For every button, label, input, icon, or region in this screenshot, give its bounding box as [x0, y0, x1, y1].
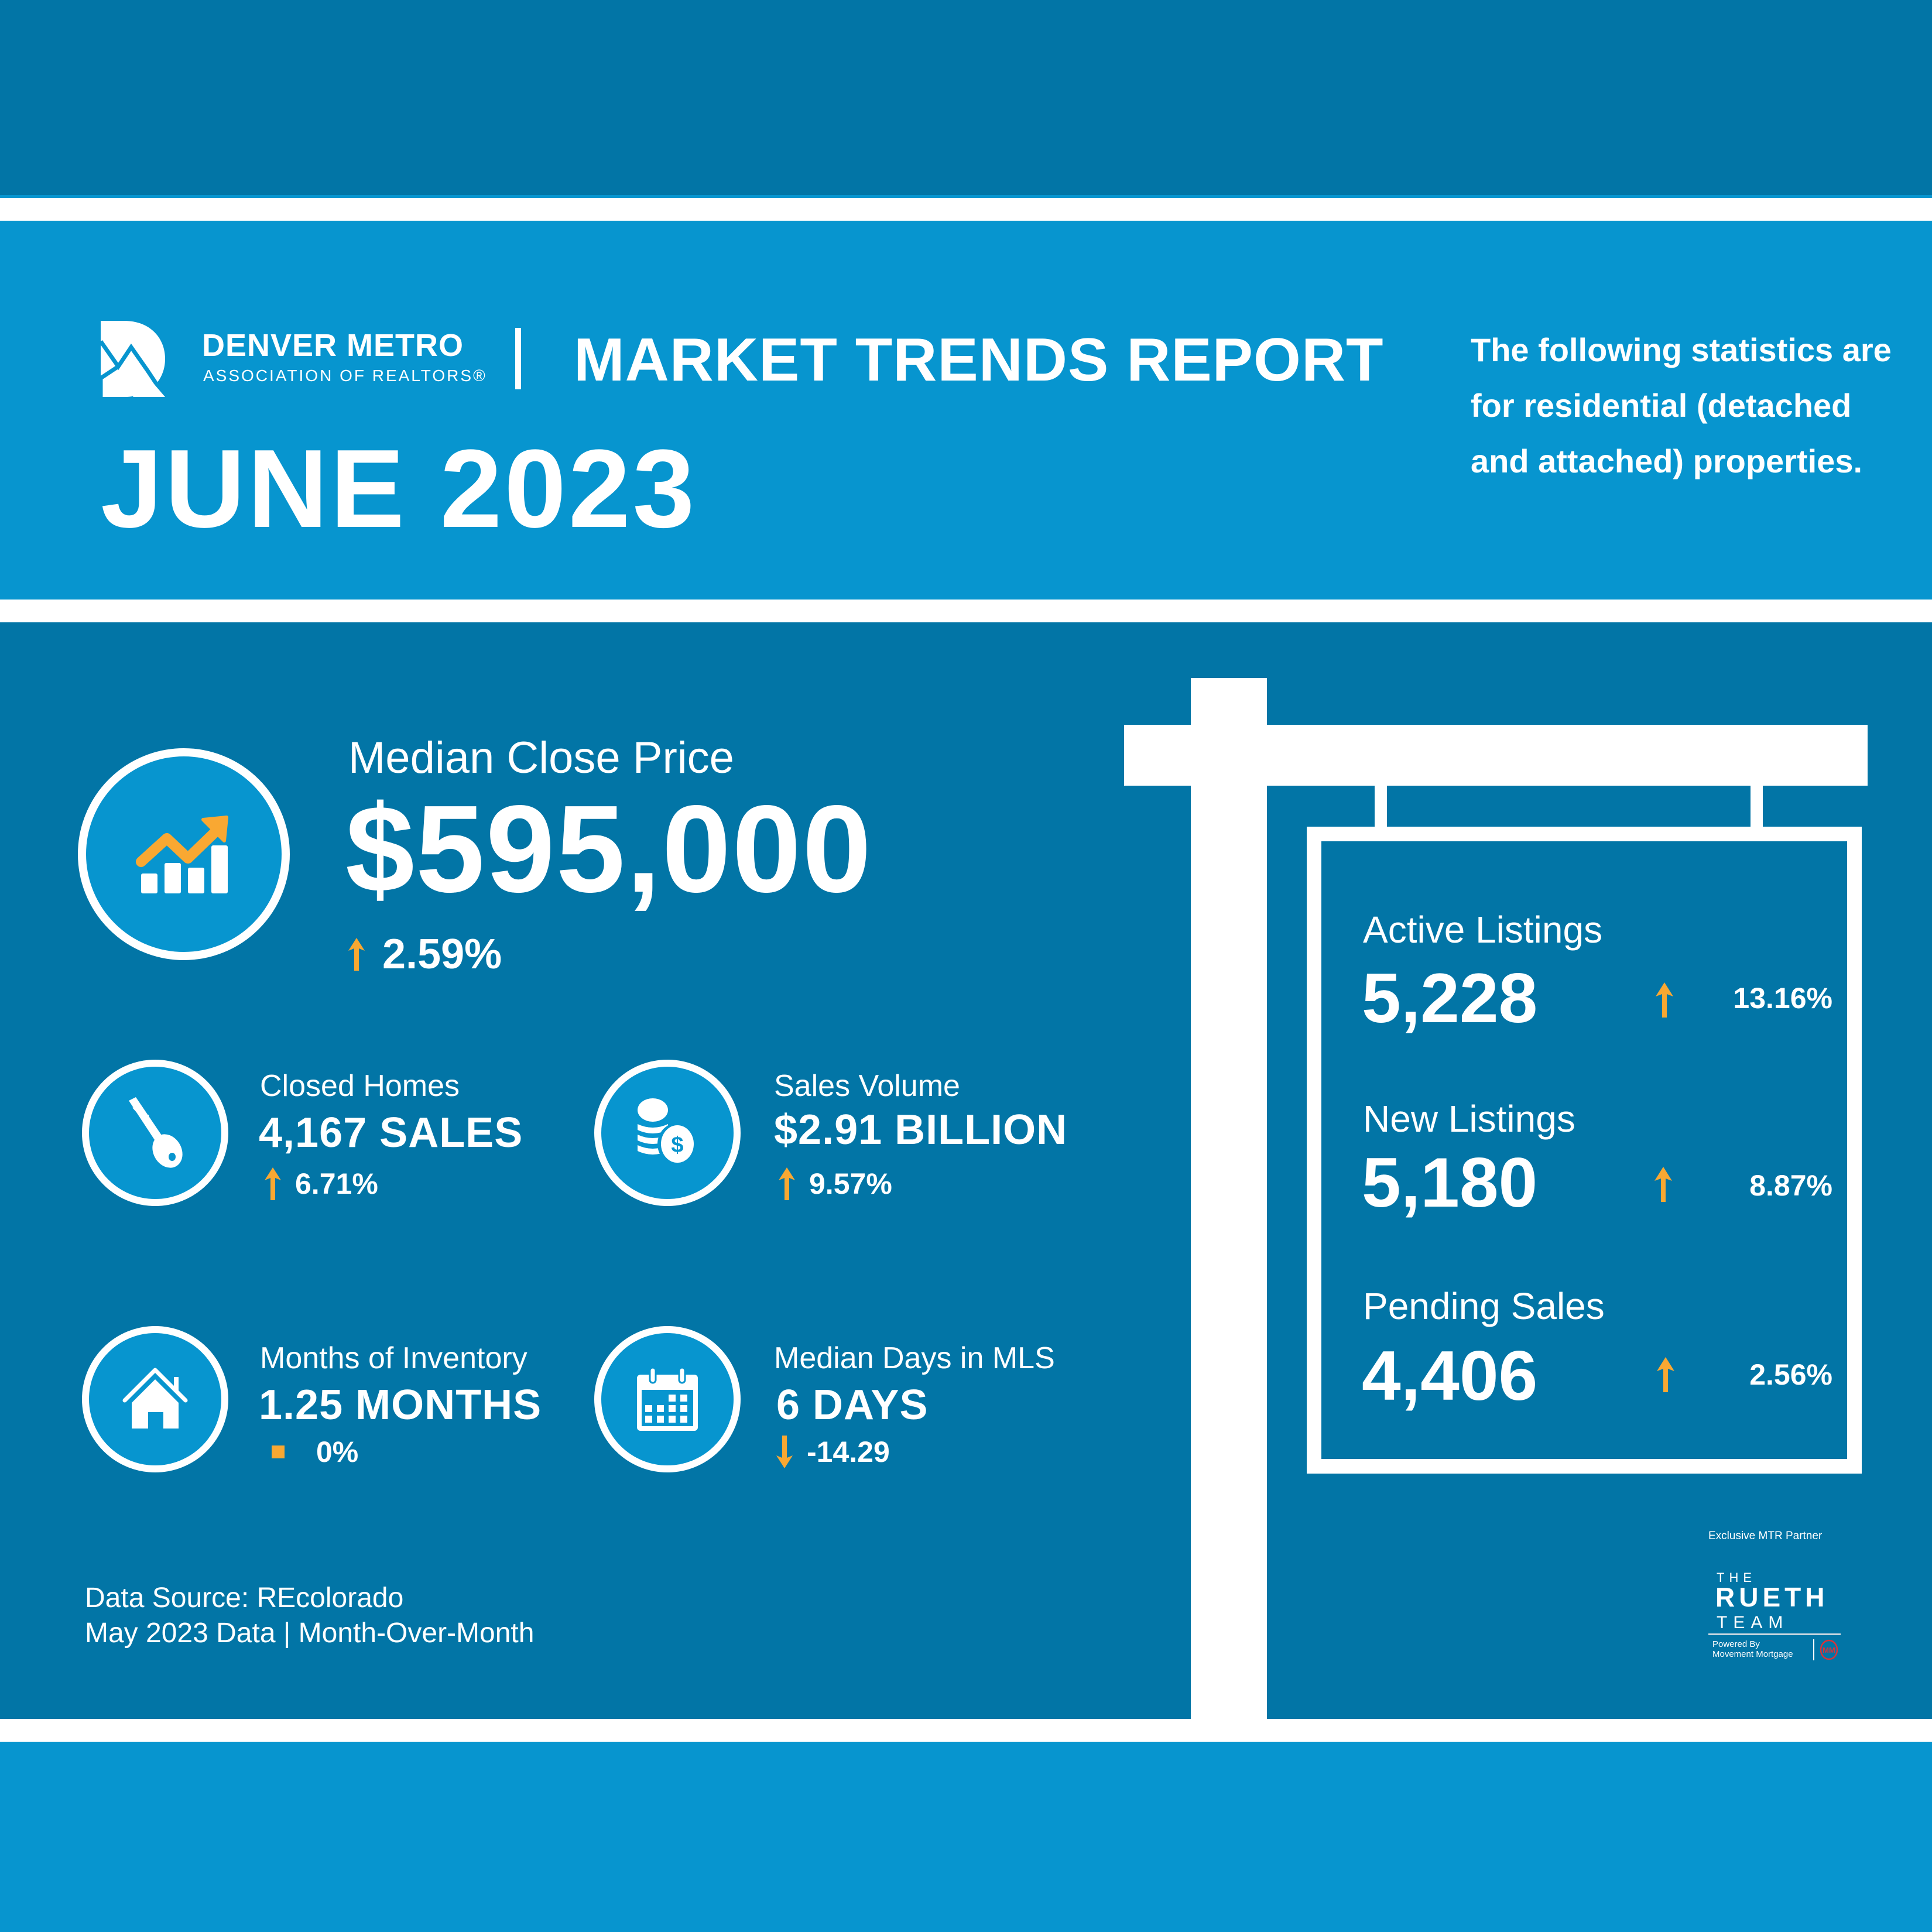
arrow-up-icon [265, 1167, 281, 1200]
key-icon [129, 1097, 183, 1168]
rueth-logo-team: TEAM [1717, 1613, 1789, 1632]
top-band-strip [0, 195, 1932, 198]
sign-board [1307, 827, 1862, 1474]
active-listings-label: Active Listings [1363, 909, 1603, 951]
arrow-up-icon [348, 938, 365, 971]
median-days-icon-circle [594, 1326, 741, 1472]
coins-icon: $ [638, 1098, 697, 1165]
org-name: DENVER METRO [202, 328, 464, 363]
calendar-icon [637, 1366, 698, 1431]
sales-volume-value: $2.91 BILLION [774, 1107, 1068, 1153]
new-listings-change: 8.87% [1749, 1169, 1832, 1202]
data-period: May 2023 Data | Month-Over-Month [85, 1618, 535, 1649]
house-icon [122, 1368, 188, 1429]
rueth-logo-the: THE [1717, 1570, 1756, 1585]
median-close-price-icon-circle [78, 748, 290, 960]
sales-volume-icon-circle: $ [594, 1060, 741, 1206]
powered-by-line2: Movement Mortgage [1712, 1649, 1793, 1659]
header-note: The following statistics are for residen… [1471, 331, 1892, 479]
sign-hanger-right [1751, 786, 1763, 827]
partner-separator [1813, 1639, 1814, 1660]
median-close-price-change-value: 2.59% [382, 931, 502, 978]
closed-homes-value: 4,167 SALES [259, 1109, 523, 1156]
median-close-price-value: $595,000 [345, 779, 873, 918]
sales-volume-change: 9.57% [779, 1166, 892, 1201]
movement-mortgage-logo-icon: MM [1820, 1639, 1838, 1660]
svg-text:$: $ [671, 1133, 683, 1157]
arrow-up-icon [1656, 982, 1673, 1018]
median-days-label: Median Days in MLS [774, 1341, 1055, 1375]
sales-volume-label: Sales Volume [774, 1069, 960, 1103]
sign-hanger-left [1375, 786, 1387, 827]
dmar-logo-icon [98, 321, 167, 398]
closed-homes-change: 6.71% [265, 1166, 378, 1201]
sales-volume-change-value: 9.57% [809, 1167, 892, 1200]
median-close-price-change: 2.59% [348, 931, 502, 978]
closed-homes-label: Closed Homes [260, 1069, 460, 1103]
header-divider [515, 328, 521, 389]
active-listings-value: 5,228 [1362, 959, 1538, 1037]
new-listings-label: New Listings [1363, 1098, 1575, 1140]
rueth-logo-rule [1708, 1633, 1841, 1635]
powered-by-text: Powered By Movement Mortgage [1712, 1639, 1793, 1659]
arrow-up-icon [1654, 1167, 1672, 1202]
pending-sales-label: Pending Sales [1363, 1285, 1605, 1327]
median-days-value: 6 DAYS [776, 1382, 929, 1429]
pending-sales-value: 4,406 [1362, 1337, 1538, 1415]
report-month: JUNE 2023 [101, 427, 697, 551]
report-title: MARKET TRENDS REPORT [574, 326, 1384, 394]
closed-homes-icon-circle [82, 1060, 228, 1206]
svg-text:MM: MM [1823, 1646, 1835, 1654]
months-inventory-value: 1.25 MONTHS [259, 1382, 542, 1429]
months-inventory-change-value: 0% [316, 1436, 359, 1468]
powered-by-line1: Powered By [1712, 1639, 1760, 1649]
pending-sales-change: 2.56% [1749, 1358, 1832, 1391]
data-source: Data Source: REcolorado [85, 1582, 404, 1614]
months-inventory-icon-circle [82, 1326, 228, 1472]
months-inventory-label: Months of Inventory [260, 1341, 527, 1375]
months-inventory-change: 0% [260, 1434, 358, 1469]
arrow-up-icon [1657, 1357, 1674, 1392]
bottom-band [0, 1742, 1932, 1932]
sign-crossbar [1124, 725, 1868, 786]
median-days-change-value: -14.29 [807, 1436, 890, 1468]
active-listings-change: 13.16% [1733, 982, 1832, 1015]
no-change-dash-icon [272, 1445, 285, 1458]
sign-post [1191, 678, 1267, 1719]
org-subtitle: ASSOCIATION OF REALTORS® [203, 366, 487, 385]
arrow-down-icon [776, 1436, 793, 1468]
rueth-logo-name: RUETH [1715, 1582, 1829, 1612]
median-close-price-label: Median Close Price [348, 733, 734, 783]
arrow-up-icon [779, 1167, 795, 1200]
top-band [0, 0, 1932, 195]
growth-chart-icon [136, 816, 228, 893]
partner-label: Exclusive MTR Partner [1708, 1530, 1823, 1542]
median-days-change: -14.29 [776, 1434, 890, 1469]
new-listings-value: 5,180 [1362, 1143, 1538, 1222]
closed-homes-change-value: 6.71% [295, 1167, 378, 1200]
header-band [0, 221, 1932, 600]
